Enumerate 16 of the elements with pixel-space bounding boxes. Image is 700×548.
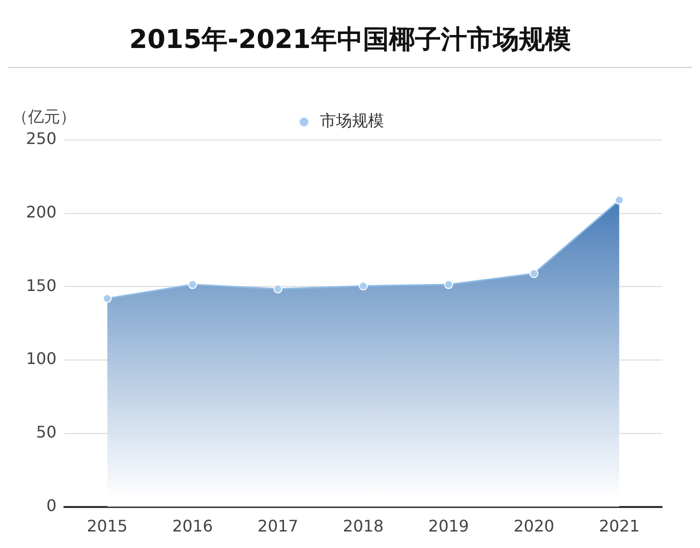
x-tick-label: 2019 (428, 516, 469, 536)
y-tick-label: 0 (46, 496, 57, 515)
y-tick-label: 50 (36, 422, 57, 442)
legend-label: 市场规模 (320, 111, 384, 130)
x-tick-label: 2021 (598, 516, 640, 536)
x-tick-label: 2020 (514, 516, 554, 536)
y-tick-label: 150 (26, 276, 57, 295)
x-tick-label: 2015 (86, 516, 128, 536)
y-tick-label: 250 (26, 129, 57, 148)
y-tick-label: 100 (26, 349, 57, 368)
x-tick-label: 2017 (258, 516, 298, 536)
chart-title: 2015年-2021年中国椰子汁市场规模 (8, 8, 692, 68)
x-tick-label: 2016 (172, 516, 213, 536)
y-tick-label: 200 (26, 202, 57, 222)
x-tick-label: 2018 (342, 516, 384, 536)
y-axis-title: （亿元） (12, 107, 76, 126)
